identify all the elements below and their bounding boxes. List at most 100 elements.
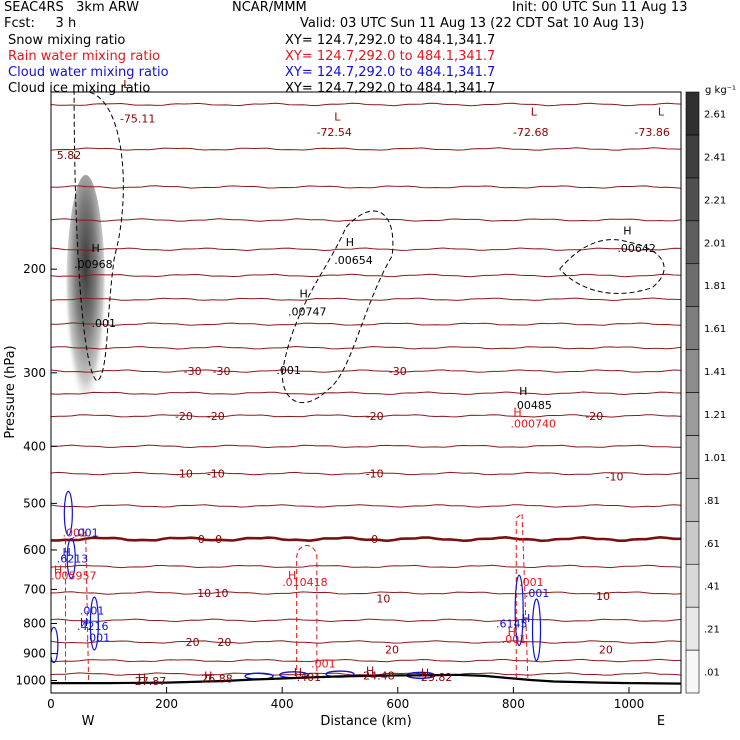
y-tick-label: 800 xyxy=(23,616,46,630)
field-xy-cloudwater: XY= 124.7,292.0 to 484.1,341.7 xyxy=(285,65,496,80)
temperature-contour xyxy=(51,471,681,476)
cloud-ice-contour xyxy=(281,210,394,404)
temperature-label: 20 xyxy=(186,636,200,649)
temperature-label: 10 xyxy=(197,587,211,600)
temperature-contour xyxy=(51,591,681,595)
colorbar-label: 1.01 xyxy=(704,453,726,464)
temperature-label: 10 xyxy=(215,587,229,600)
contour-annotation: H xyxy=(508,625,516,638)
contour-annotation: .6213 xyxy=(57,552,89,565)
plot-frame xyxy=(50,91,682,694)
contour-annotation: .00747 xyxy=(288,305,327,318)
contour-annotation: H xyxy=(346,236,354,249)
colorbar-swatch xyxy=(685,349,700,393)
contour-annotation: .000740 xyxy=(510,418,556,431)
cloud-water-contour xyxy=(514,574,524,647)
model-title: SEAC4RS 3km ARW xyxy=(4,0,140,15)
contour-annotation: .6145 xyxy=(496,617,528,630)
terrain-line xyxy=(51,673,681,685)
colorbar-label: 2.61 xyxy=(704,109,726,120)
colorbar-unit: g kg⁻¹ xyxy=(705,85,736,96)
temperature-label: 20 xyxy=(217,636,231,649)
contour-annotation: H xyxy=(91,242,99,255)
temperature-label: -20 xyxy=(585,410,603,423)
contour-annotation: 24.48 xyxy=(363,669,395,682)
contour-annotation: H xyxy=(288,569,296,582)
temperature-contour xyxy=(51,564,681,569)
colorbar-swatch xyxy=(685,177,700,222)
temperature-label: 10 xyxy=(376,592,390,605)
contour-annotation: .401 xyxy=(297,671,322,684)
temperature-contour xyxy=(51,504,681,508)
init-time: Init: 00 UTC Sun 11 Aug 13 xyxy=(512,0,688,15)
contour-annotation: H xyxy=(54,564,62,577)
colorbar-swatch xyxy=(685,134,700,179)
cloud-water-contour xyxy=(63,490,73,536)
contour-annotation: H xyxy=(63,546,71,559)
cloud-ice-contour xyxy=(73,92,124,382)
colorbar-label: .61 xyxy=(704,539,720,550)
colorbar-swatch xyxy=(685,435,700,479)
temperature-contour xyxy=(51,535,681,543)
temperature-label: -20 xyxy=(366,410,384,423)
contour-annotation: H xyxy=(421,667,429,680)
x-tick-label: 800 xyxy=(502,697,525,711)
colorbar-swatch xyxy=(685,306,700,350)
temperature-contour xyxy=(51,640,681,644)
temperature-contour xyxy=(51,391,681,396)
temperature-contour xyxy=(51,658,681,663)
field-name-snow: Snow mixing ratio xyxy=(8,33,126,48)
field-xy-rain: XY= 124.7,292.0 to 484.1,341.7 xyxy=(285,49,496,64)
temperature-contour xyxy=(51,185,681,189)
y-tick-label: 400 xyxy=(23,439,46,453)
contour-annotation: .001 xyxy=(311,657,336,670)
contour-annotation: H xyxy=(80,616,88,629)
forecast-hour: Fcst: 3 h xyxy=(4,16,77,31)
contour-annotation: H xyxy=(519,385,527,398)
temperature-contour xyxy=(51,273,681,278)
x-tick-label: 0 xyxy=(47,697,55,711)
colorbar-swatch xyxy=(685,263,700,307)
contour-annotation: .001 xyxy=(525,587,550,600)
east-label: E xyxy=(657,714,665,729)
colorbar-swatch xyxy=(685,220,700,265)
contour-annotation: .001 xyxy=(91,317,116,330)
temperature-label: -10 xyxy=(366,468,384,481)
temperature-contour xyxy=(51,618,681,623)
x-tick-label: 400 xyxy=(271,697,294,711)
temperature-label: -75.11 xyxy=(120,113,155,126)
y-axis-label: Pressure (hPa) xyxy=(3,345,18,438)
colorbar-label: .01 xyxy=(704,668,720,679)
temperature-contour xyxy=(51,414,681,418)
temperature-label: -30 xyxy=(389,365,407,378)
x-tick-label: 600 xyxy=(386,697,409,711)
valid-time: Valid: 03 UTC Sun 11 Aug 13 (22 CDT Sat … xyxy=(300,16,645,31)
contour-annotation: .001 xyxy=(74,526,99,539)
colorbar-label: .81 xyxy=(704,496,720,507)
temperature-label: -30 xyxy=(184,365,202,378)
temperature-label: -72.68 xyxy=(513,126,548,139)
contour-annotation: .001 xyxy=(519,576,544,589)
field-xy-snow: XY= 124.7,292.0 to 484.1,341.7 xyxy=(285,33,496,48)
colorbar-label: 2.21 xyxy=(704,195,726,206)
contour-annotation: H xyxy=(623,225,631,238)
contour-annotation: .00642 xyxy=(617,242,656,255)
y-tick-label: 300 xyxy=(23,366,46,380)
contour-annotation: 26.88 xyxy=(201,673,233,686)
temperature-contour xyxy=(51,322,681,326)
temperature-label: -20 xyxy=(175,410,193,423)
cloud-water-contour xyxy=(51,626,59,664)
contour-annotation: 5.82 xyxy=(57,149,82,162)
y-tick-label: 1000 xyxy=(15,674,46,688)
temperature-label: 0 xyxy=(371,533,378,546)
contour-annotation: .001 xyxy=(276,364,301,377)
temperature-label: -72.54 xyxy=(316,126,351,139)
temperature-label: 20 xyxy=(599,643,613,656)
contour-annotation: .4216 xyxy=(77,620,109,633)
y-tick-label: 500 xyxy=(23,496,46,510)
contour-annotation: .00485 xyxy=(513,399,552,412)
colorbar-label: 1.21 xyxy=(704,410,726,421)
contour-annotation: H xyxy=(522,612,530,625)
colorbar-label: .41 xyxy=(704,582,720,593)
contour-annotation: .010418 xyxy=(282,576,328,589)
